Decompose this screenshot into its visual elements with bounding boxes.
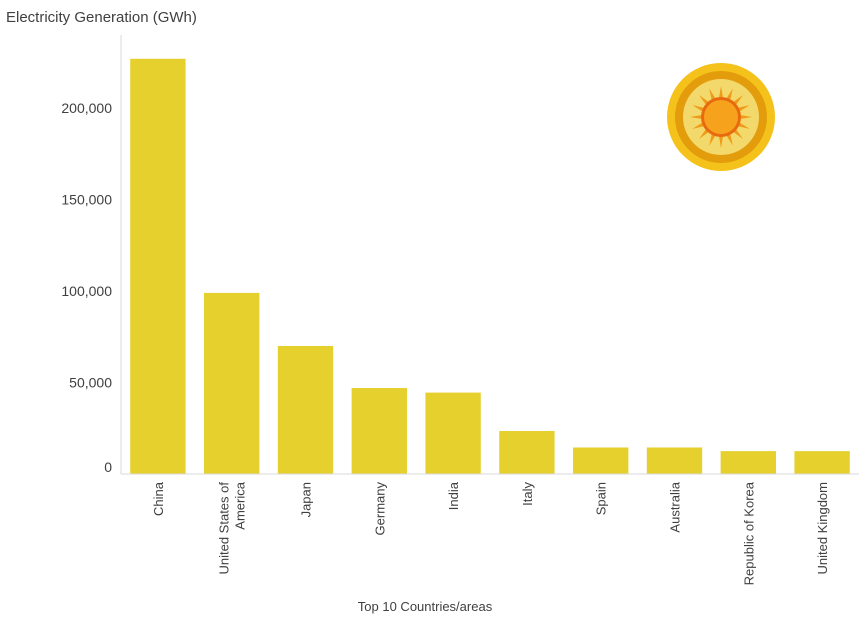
bar xyxy=(646,447,703,474)
x-tick-label: United States of xyxy=(217,482,232,575)
bar xyxy=(425,392,481,474)
bars xyxy=(130,58,850,474)
y-axis-title: Electricity Generation (GWh) xyxy=(6,9,197,26)
x-tick-label: Australia xyxy=(668,481,683,532)
x-tick-label: Republic of Korea xyxy=(741,481,756,585)
sun-ray xyxy=(690,114,703,120)
sun-ray xyxy=(699,128,710,139)
sun-ray xyxy=(718,86,724,99)
bar xyxy=(573,447,629,474)
y-tick-label: 150,000 xyxy=(61,192,112,208)
sun-ray xyxy=(699,95,710,106)
sun-ray xyxy=(692,122,705,129)
x-tick-label: China xyxy=(151,481,166,516)
sun-ray xyxy=(718,135,724,148)
sun-ray xyxy=(709,88,716,101)
sun-ray xyxy=(692,105,705,112)
sun-ray xyxy=(732,128,743,139)
sun-ray xyxy=(726,133,733,146)
y-tick-label: 50,000 xyxy=(69,375,112,391)
sun-ray xyxy=(739,114,752,120)
y-tick-label: 0 xyxy=(104,459,112,475)
x-axis-title: Top 10 Countries/areas xyxy=(358,599,493,614)
x-tick-label: America xyxy=(233,481,248,529)
x-tick-label: Japan xyxy=(299,482,314,517)
bar xyxy=(794,451,850,474)
sun-ray xyxy=(709,133,716,146)
bar xyxy=(720,451,776,474)
bar xyxy=(204,292,260,474)
sun-ray xyxy=(737,122,750,129)
bar xyxy=(351,388,407,474)
x-ticks: China United States of America Japan Germany… xyxy=(151,481,830,585)
x-tick-label: Germany xyxy=(372,482,387,536)
bar xyxy=(499,431,555,474)
bar xyxy=(277,345,334,474)
y-tick-label: 100,000 xyxy=(61,283,112,299)
x-tick-label: Spain xyxy=(594,482,609,515)
x-tick-label: India xyxy=(446,481,461,510)
x-tick-label: United Kingdom xyxy=(815,482,830,575)
y-tick-label: 200,000 xyxy=(61,100,112,116)
sun-icon xyxy=(667,63,775,171)
bar xyxy=(130,58,186,474)
y-ticks: 0 50,000 100,000 150,000 200,000 xyxy=(61,100,112,475)
sun-ray xyxy=(732,95,743,106)
x-tick-label: Italy xyxy=(520,482,535,506)
sun-ray xyxy=(737,105,750,112)
sun-ray xyxy=(726,88,733,101)
